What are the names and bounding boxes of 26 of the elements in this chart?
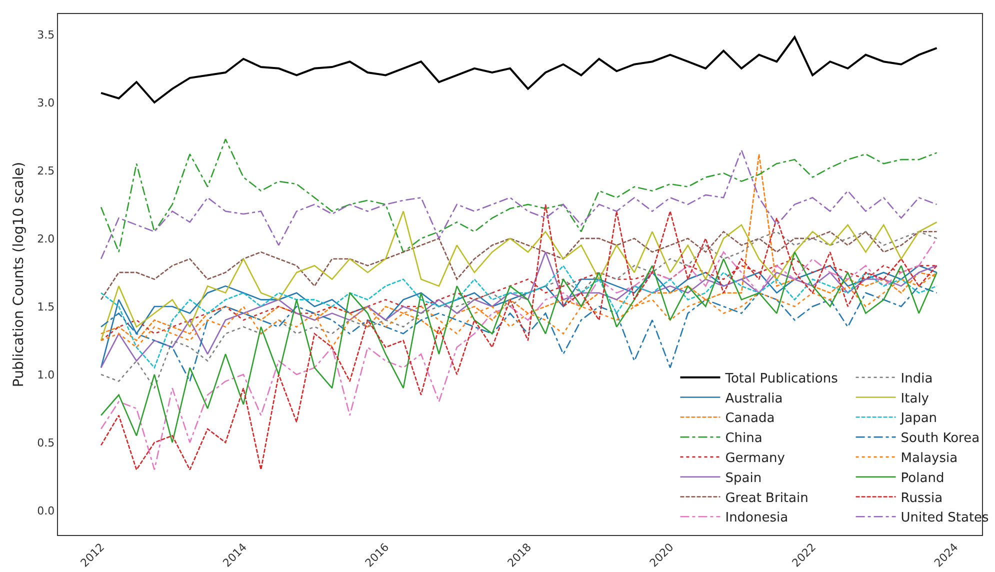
legend-label: Germany bbox=[725, 451, 786, 466]
legend-label: Australia bbox=[725, 391, 783, 406]
y-axis-title: Publication Counts (log10 scale) bbox=[10, 162, 27, 388]
line-series bbox=[100, 36, 938, 104]
y-tick-label: 2.5 bbox=[37, 164, 55, 178]
legend-label: South Korea bbox=[900, 431, 980, 446]
legend-label: Russia bbox=[900, 490, 943, 506]
legend-label: China bbox=[725, 431, 762, 446]
legend-label: Italy bbox=[900, 391, 930, 406]
legend-label: Indonesia bbox=[725, 510, 788, 526]
y-tick-label: 3.0 bbox=[37, 96, 55, 110]
y-tick-label: 1.5 bbox=[37, 300, 55, 314]
legend-label: Poland bbox=[900, 470, 944, 486]
legend-label: Spain bbox=[725, 470, 762, 486]
legend-label: Japan bbox=[900, 411, 938, 426]
legend-label: Total Publications bbox=[724, 371, 838, 386]
y-tick-label: 3.5 bbox=[37, 28, 55, 42]
y-tick-label: 0.0 bbox=[37, 504, 55, 518]
legend-label: India bbox=[900, 371, 933, 386]
legend-label: Canada bbox=[725, 411, 775, 426]
legend-label: Great Britain bbox=[725, 490, 808, 506]
line-series bbox=[100, 231, 938, 300]
y-tick-label: 0.5 bbox=[37, 436, 55, 450]
y-tick-label: 2.0 bbox=[37, 232, 55, 246]
y-tick-label: 1.0 bbox=[37, 368, 55, 382]
legend-label: Malaysia bbox=[900, 451, 958, 466]
